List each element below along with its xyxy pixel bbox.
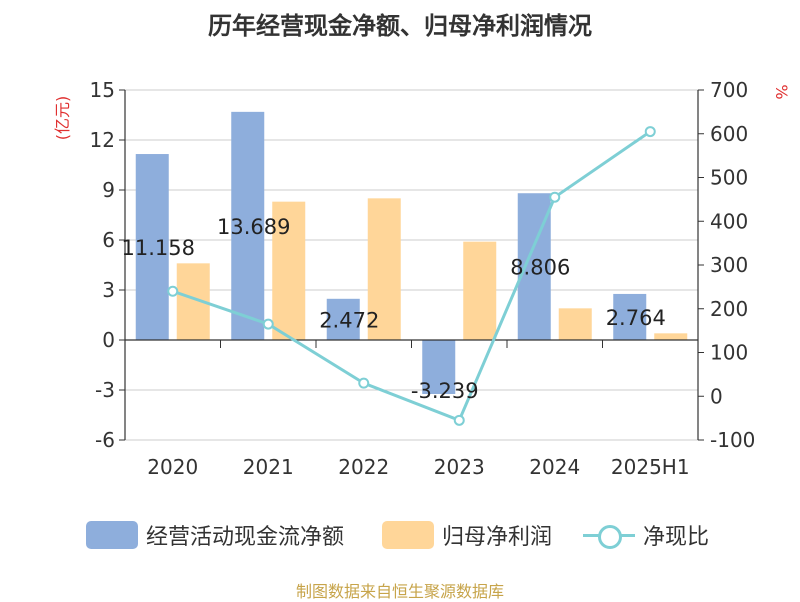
data-labels: 11.158 13.689 2.472 -3.239 8.806 2.764 [122,215,666,403]
data-label-cashflow: 8.806 [510,256,570,280]
y-left-axis-title: (亿元) [53,96,72,141]
bar-net-profit-2023 [463,241,497,340]
bar-cashflow-2020 [135,154,169,340]
y-left-tick-label: -6 [95,428,115,452]
legend: 经营活动现金流净额 归母净利润 净现比 [0,518,800,552]
legend-label-net-profit: 归母净利润 [442,525,553,550]
y-right-tick-label: 600 [710,122,748,146]
x-tick-label: 2024 [529,455,580,479]
y-left-tick-label: 9 [102,178,115,202]
y-right-tick-label: -100 [710,428,755,452]
bars [135,111,688,394]
bar-cashflow-2022 [326,298,360,340]
y-right-tick-label: 0 [710,384,723,408]
y-right-tick-label: 400 [710,209,748,233]
legend-label-ratio: 净现比 [643,525,710,550]
bar-net-profit-2021 [272,201,306,340]
ratio-point-2024 [549,191,561,203]
legend-item-ratio[interactable]: 净现比 [583,518,709,552]
y-left-tick-label: 12 [90,128,115,152]
chart-title: 历年经营现金净额、归母净利润情况 [208,12,592,40]
x-tick-label: 2020 [147,455,198,479]
data-label-cashflow: 2.764 [606,306,666,330]
ratio-line [167,126,656,426]
data-label-cashflow: 2.472 [319,308,379,332]
legend-item-cashflow[interactable]: 经营活动现金流净额 [86,518,344,552]
ratio-point-2021 [262,318,274,330]
ratio-point-2022 [358,377,370,389]
y-left-tick-label: -3 [95,378,115,402]
bar-cashflow-2025H1 [613,293,647,340]
legend-label-cashflow: 经营活动现金流净额 [146,525,345,550]
axes: 15 12 9 6 3 0 -3 -6 700 600 500 400 300 200 100 0 -100 (亿… [53,78,791,479]
legend-item-net-profit[interactable]: 归母净利润 [382,518,552,552]
data-label-cashflow: -3.239 [411,379,479,403]
y-left-tick-label: 6 [102,228,115,252]
y-right-tick-label: 100 [710,341,748,365]
ratio-line-path [172,130,652,423]
data-label-cashflow: 11.158 [122,236,195,260]
legend-swatch-net-profit [382,521,434,549]
y-right-tick-label: 700 [710,78,748,102]
ratio-point-2023 [453,414,465,426]
x-tick-label: 2022 [338,455,389,479]
legend-swatch-cashflow [86,521,138,549]
bar-cashflow-2021 [231,111,265,340]
y-right-tick-label: 500 [710,166,748,190]
y-left-tick-label: 3 [102,278,115,302]
x-tick-label: 2023 [434,455,485,479]
legend-line-icon [583,521,635,549]
y-right-tick-label: 300 [710,253,748,277]
y-right-axis-title: % [772,84,791,99]
ratio-point-2025H1 [644,126,656,138]
bar-net-profit-2022 [367,198,401,340]
ratio-point-2020 [167,285,179,297]
y-right-tick-label: 200 [710,297,748,321]
data-source-note: 制图数据来自恒生聚源数据库 [295,582,504,601]
x-tick-label: 2021 [243,455,294,479]
data-label-cashflow: 13.689 [217,215,290,239]
x-tick-label: 2025H1 [611,455,690,479]
bar-net-profit-2024 [558,308,592,340]
bar-cashflow-2023 [422,340,456,394]
y-left-tick-label: 0 [102,328,115,352]
y-left-tick-label: 15 [90,78,115,102]
bar-net-profit-2025H1 [654,333,688,340]
